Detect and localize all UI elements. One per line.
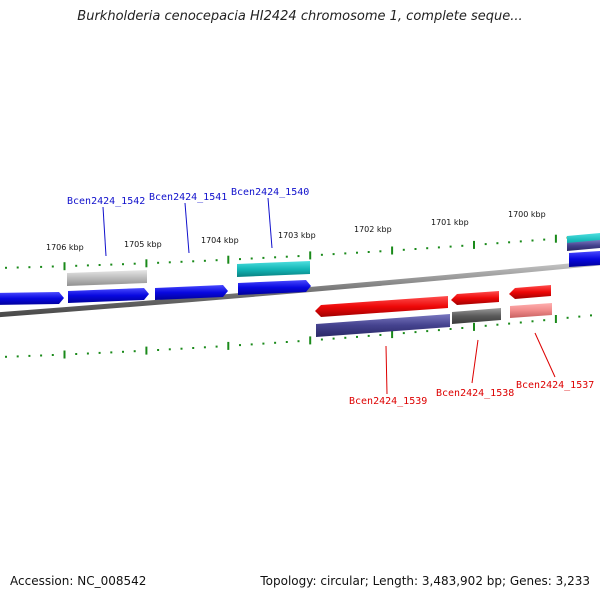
tick-labels: 1706 kbp 1705 kbp 1704 kbp 1703 kbp 1702… [46,210,546,252]
tick-label-1706: 1706 kbp [46,243,84,252]
leader-1541 [184,202,190,254]
feature-1538-annotation[interactable] [452,308,501,324]
gene-label-1539[interactable]: Bcen2424_1539 [349,396,427,407]
gene-label-1540[interactable]: Bcen2424_1540 [231,187,309,198]
gene-label-1541[interactable]: Bcen2424_1541 [149,192,227,203]
cds-1537[interactable] [509,285,551,299]
tick-label-1701: 1701 kbp [431,218,469,227]
gene-label-1537[interactable]: Bcen2424_1537 [516,380,594,391]
outer-tick-ring [5,234,592,271]
gene-label-1538[interactable]: Bcen2424_1538 [436,388,514,399]
cds-forward-right-edge[interactable] [569,251,600,267]
leader-1539 [385,345,388,395]
cds-1541[interactable] [155,285,228,300]
cds-1539[interactable] [315,296,448,317]
feature-1542-annotation[interactable] [67,270,147,286]
leader-1538 [471,339,479,384]
feature-edge-stack-2 [567,240,600,251]
feature-1537-annotation[interactable] [510,303,552,318]
tick-label-1700: 1700 kbp [508,210,546,219]
gene-label-1542[interactable]: Bcen2424_1542 [67,196,145,207]
leader-1537 [534,332,556,378]
cds-1540[interactable] [238,280,311,295]
tick-label-1705: 1705 kbp [124,240,162,249]
cds-forward-left[interactable] [0,292,64,305]
tick-label-1702: 1702 kbp [354,225,392,234]
cds-1538[interactable] [451,291,499,305]
tick-label-1703: 1703 kbp [278,231,316,240]
inner-tick-ring [5,314,592,359]
feature-1539-annotation[interactable] [316,314,450,337]
genome-summary-text: Topology: circular; Length: 3,483,902 bp… [260,574,590,588]
leader-1542 [102,206,107,257]
map-title: Burkholderia cenocepacia HI2424 chromoso… [77,9,523,24]
tick-label-1704: 1704 kbp [201,236,239,245]
leader-1540 [267,197,273,249]
accession-text: Accession: NC_008542 [10,574,147,588]
feature-1540-annotation[interactable] [237,261,310,277]
cds-1542[interactable] [68,288,149,303]
